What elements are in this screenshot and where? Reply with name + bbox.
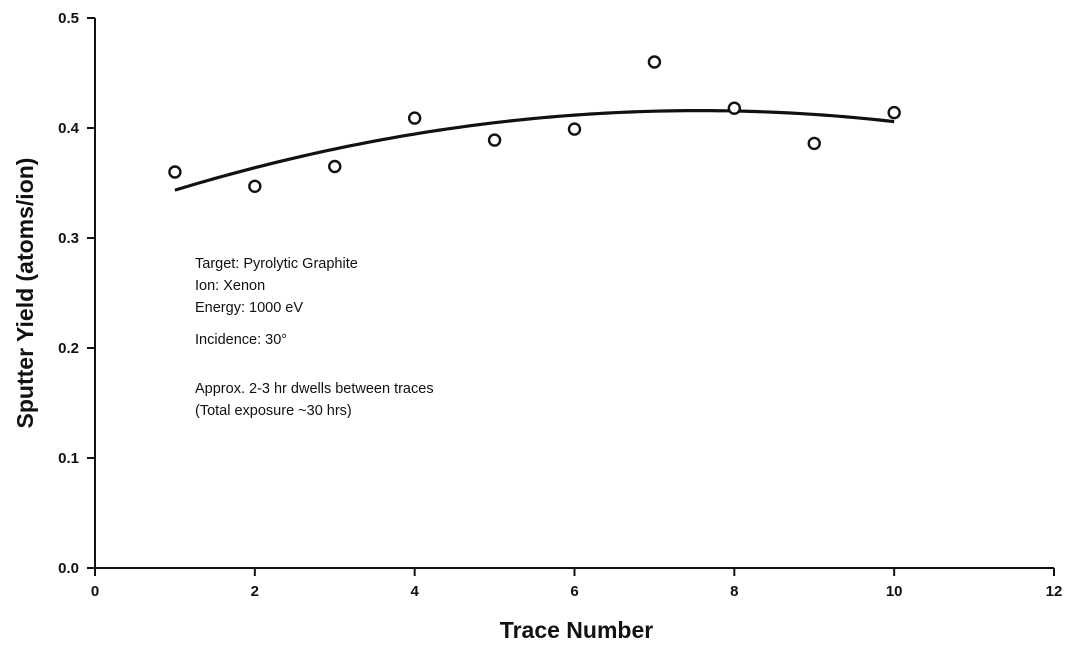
- data-point: [887, 105, 901, 120]
- annotation-dwell: Approx. 2-3 hr dwells between traces: [195, 381, 434, 397]
- annotation-target: Target: Pyrolytic Graphite: [195, 256, 358, 272]
- y-tick-label: 0.0: [58, 560, 79, 577]
- x-axis-ticks: 0 2 4 6 8 10 12: [91, 568, 1063, 600]
- y-tick-label: 0.4: [58, 120, 80, 137]
- fit-curve-layer: [174, 109, 895, 192]
- data-point: [647, 55, 662, 69]
- annotation-incidence: Incidence: 30°: [195, 332, 287, 348]
- x-tick-label: 8: [730, 583, 738, 600]
- x-tick-label: 0: [91, 583, 99, 600]
- x-axis-title: Trace Number: [500, 617, 653, 643]
- annotation-exposure: (Total exposure ~30 hrs): [195, 403, 352, 419]
- fit-curve: [174, 109, 895, 192]
- x-tick-label: 10: [886, 583, 903, 600]
- y-tick-label: 0.1: [58, 450, 79, 467]
- data-point: [168, 165, 182, 179]
- data-point: [248, 179, 262, 194]
- y-tick-label: 0.3: [58, 230, 79, 247]
- data-point: [807, 136, 821, 151]
- x-tick-label: 4: [410, 583, 419, 600]
- x-tick-label: 2: [251, 583, 259, 600]
- y-axis-title: Sputter Yield (atoms/ion): [12, 158, 38, 429]
- annotation-block: Target: Pyrolytic Graphite Ion: Xenon En…: [195, 256, 434, 419]
- annotation-energy: Energy: 1000 eV: [195, 300, 303, 316]
- data-point: [407, 111, 422, 125]
- data-point: [567, 122, 582, 136]
- data-points: [168, 55, 901, 194]
- y-axis-ticks: 0.0 0.1 0.2 0.3 0.4 0.5: [58, 10, 95, 577]
- x-tick-label: 6: [570, 583, 578, 600]
- data-point: [487, 133, 502, 147]
- y-tick-label: 0.2: [58, 340, 79, 357]
- y-tick-label: 0.5: [58, 10, 79, 27]
- data-point: [727, 101, 742, 115]
- annotation-ion: Ion: Xenon: [195, 278, 265, 294]
- data-point: [328, 159, 342, 174]
- x-tick-label: 12: [1046, 583, 1063, 600]
